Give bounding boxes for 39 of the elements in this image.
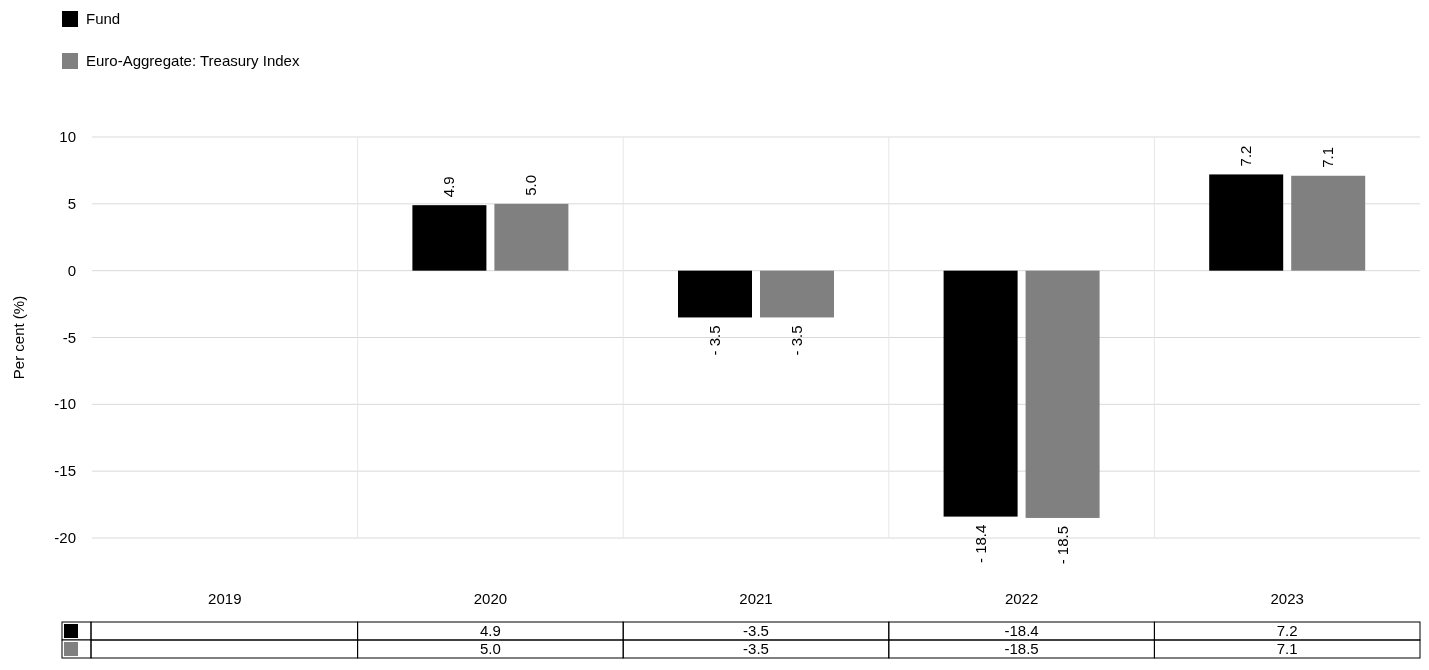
legend-label: Euro-Aggregate: Treasury Index: [86, 52, 300, 69]
y-tick-label: 10: [59, 128, 76, 145]
y-tick-label: -10: [54, 395, 76, 413]
y-tick-label: -15: [54, 462, 76, 480]
data-label: - 18.4: [971, 524, 989, 563]
x-tick-label: 2022: [1004, 590, 1039, 607]
y-tick-label: -5: [62, 328, 76, 346]
x-tick-label: 2021: [739, 590, 773, 607]
bar: [1025, 270, 1100, 518]
legend-label: Fund: [86, 10, 121, 27]
y-tick-label: -20: [54, 529, 76, 546]
y-axis-title: Per cent (%): [10, 295, 27, 380]
text: 7.2: [1276, 622, 1298, 639]
data-label: 5.0: [522, 174, 540, 196]
text: 5.0: [479, 640, 501, 657]
y-tick-label: 5: [67, 194, 76, 212]
text: -3.5: [743, 640, 769, 657]
data-label: 7.1: [1319, 146, 1337, 168]
bar: [678, 270, 752, 318]
text: 4.9: [479, 622, 501, 639]
bar: [943, 270, 1018, 517]
text: -18.4: [1004, 622, 1039, 639]
bar: [760, 270, 834, 318]
text: -3.5: [743, 622, 769, 639]
bar: [412, 205, 487, 271]
data-label: - 3.5: [706, 325, 723, 356]
bar: [1209, 174, 1284, 271]
x-tick-label: 2019: [208, 590, 242, 607]
data-label: 7.2: [1237, 145, 1255, 167]
data-label: - 18.5: [1053, 525, 1071, 565]
data-label: - 3.5: [788, 325, 805, 356]
text: -18.5: [1004, 640, 1039, 657]
x-tick-label: 2023: [1270, 590, 1304, 607]
bar: [1291, 175, 1366, 271]
y-tick-label: 0: [67, 261, 76, 279]
bar: [494, 203, 569, 271]
x-tick-label: 2020: [473, 590, 508, 607]
text: 7.1: [1276, 640, 1298, 657]
data-label: 4.9: [440, 176, 458, 198]
